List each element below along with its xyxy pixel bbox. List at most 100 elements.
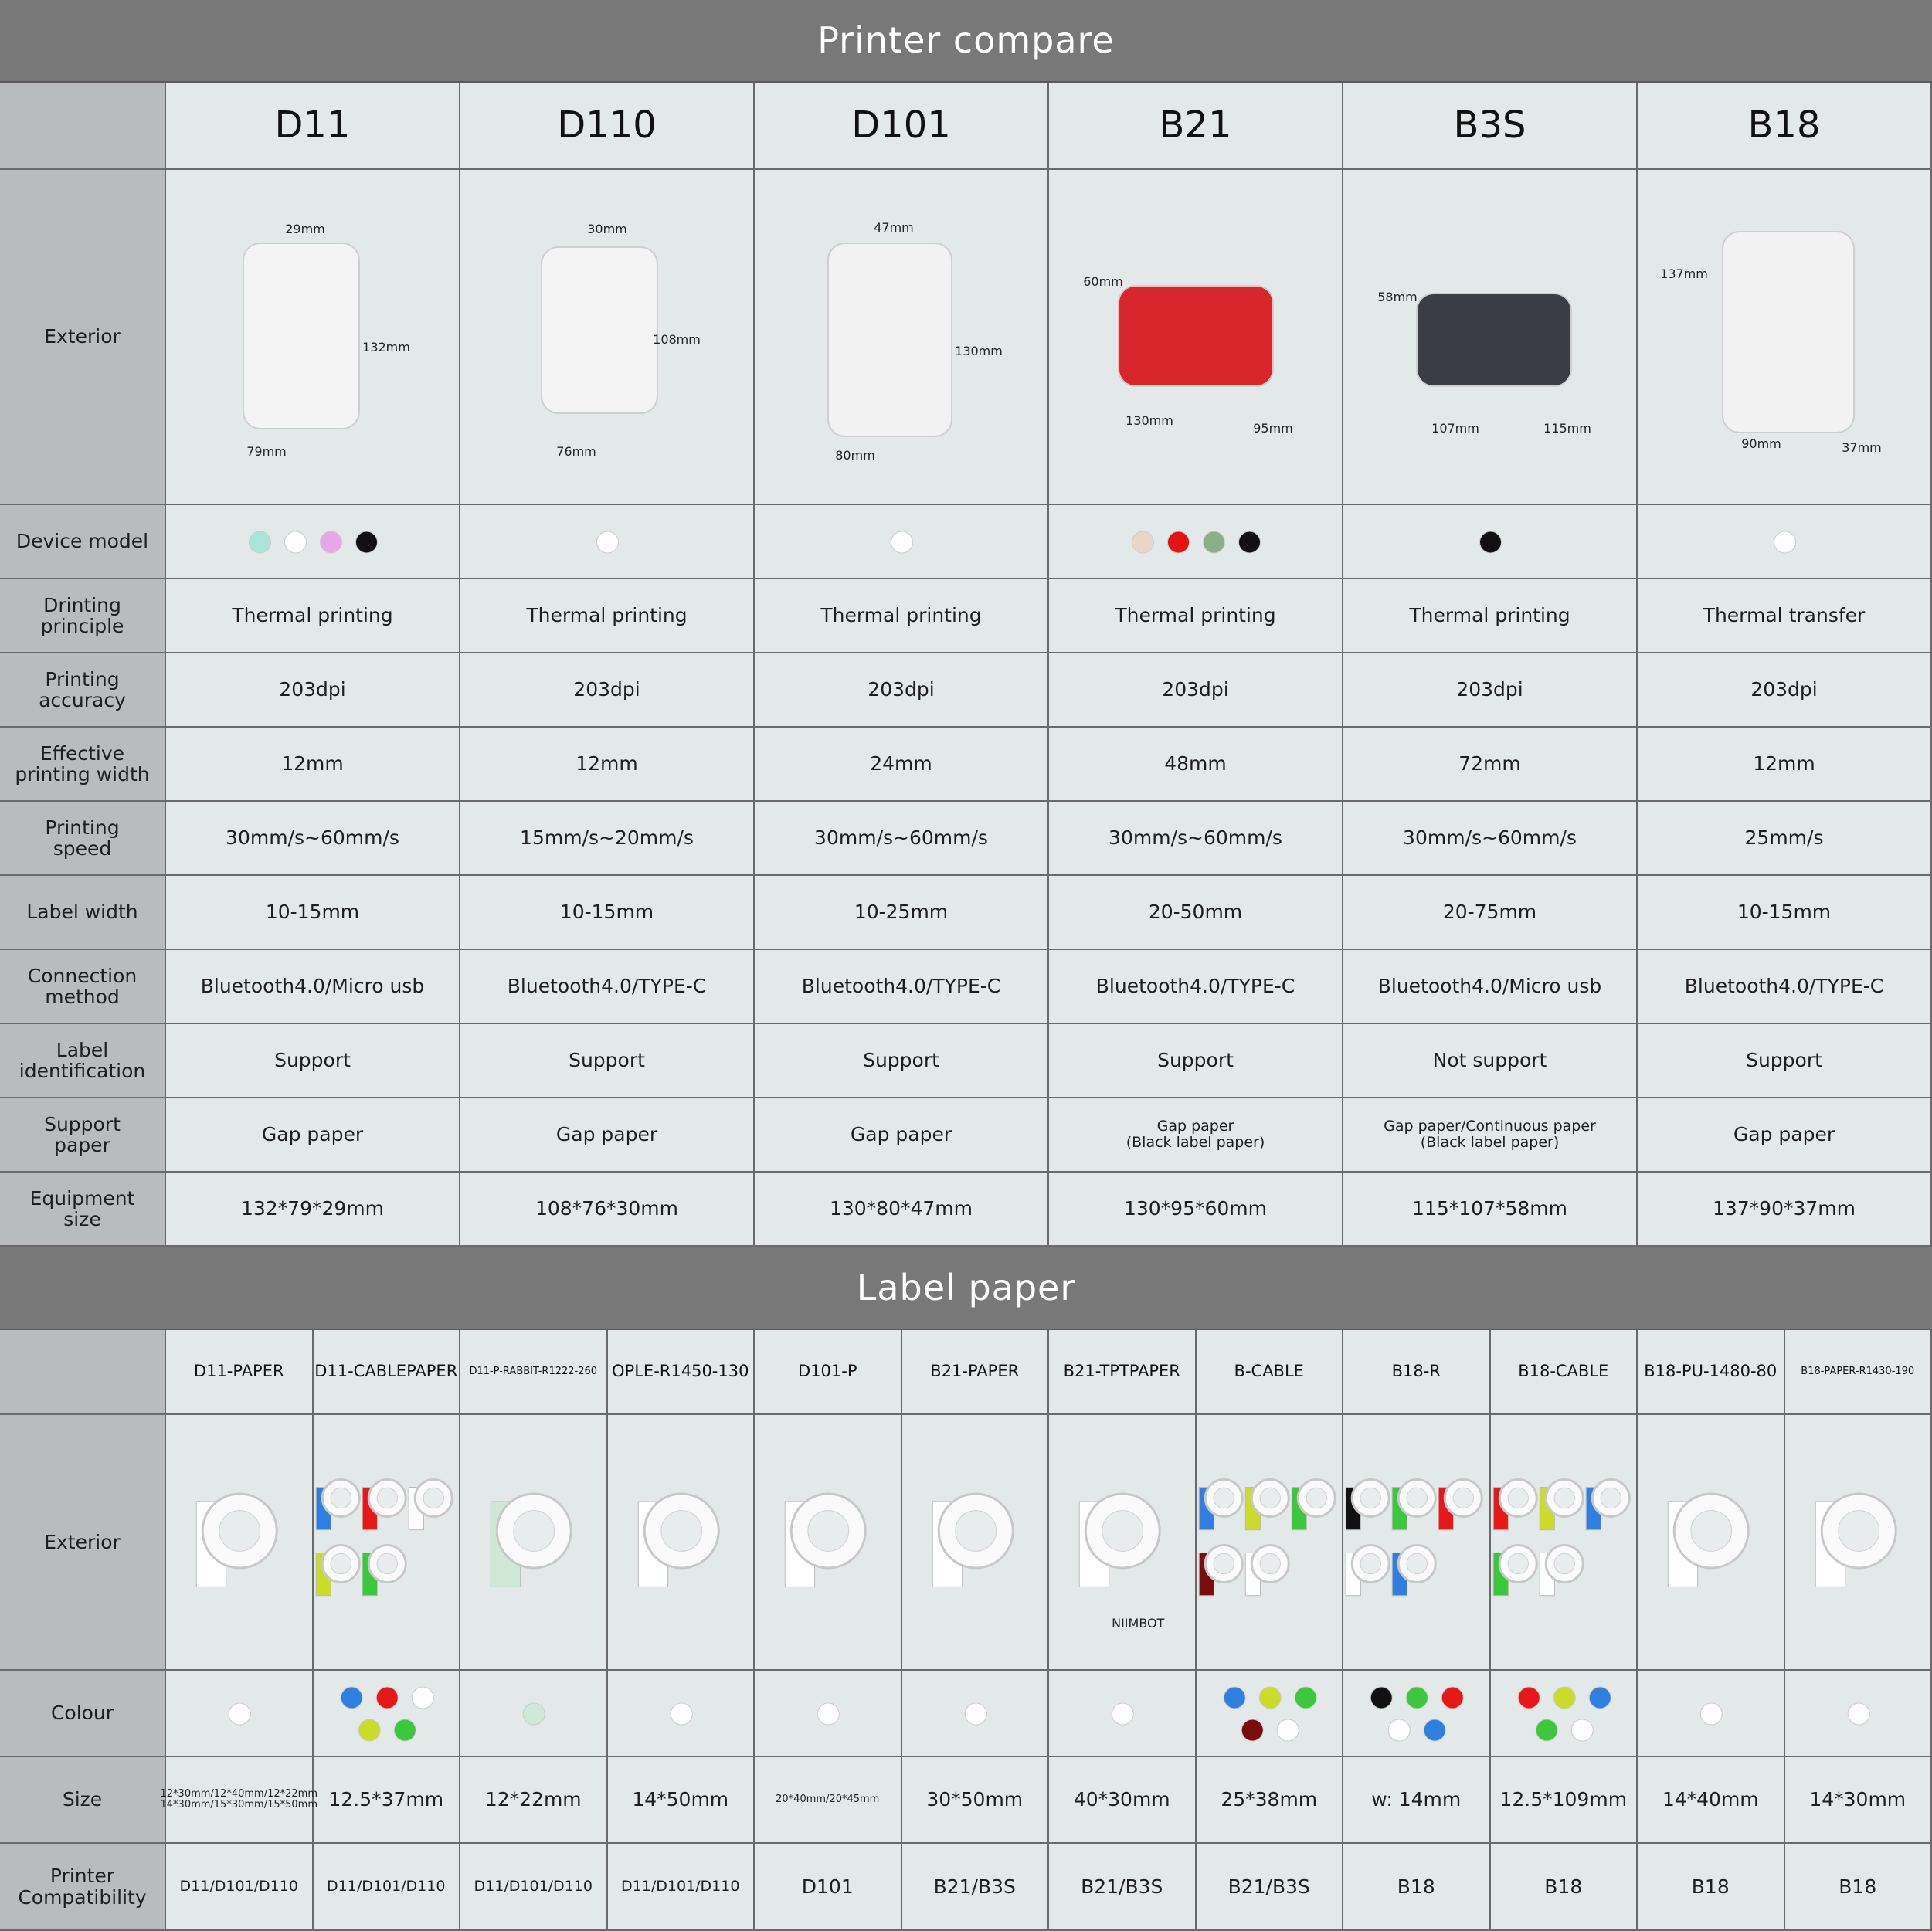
illustration (637, 1492, 720, 1587)
color-cell (1638, 1671, 1785, 1757)
spec-value: Support (1049, 1024, 1343, 1098)
illustration (817, 1702, 840, 1726)
illustration (1370, 1686, 1464, 1742)
printer-compat: D101 (755, 1844, 902, 1931)
paper-size: 30*50mm (901, 1757, 1049, 1844)
illustration (784, 1492, 867, 1587)
color-dot (1203, 531, 1225, 554)
printer-compat: D11/D101/D110 (313, 1844, 460, 1931)
spec-value: 203dpi (1638, 653, 1932, 728)
color-dot (284, 531, 307, 554)
label-roll-core (1507, 1553, 1529, 1575)
color-cell (755, 1671, 902, 1757)
color-cell (313, 1671, 460, 1757)
spec-value: Thermal printing (460, 579, 755, 653)
illustration (964, 1702, 987, 1726)
paper-size: 12*30mm/12*40mm/12*22mm 14*30mm/15*30mm/… (161, 1757, 317, 1844)
spec-value: 203dpi (166, 653, 460, 728)
illustration: 60mm 130mm 95mm (1083, 274, 1293, 436)
image-text: NIIMBOT (1112, 1616, 1165, 1631)
paper-name: D11-PAPER (166, 1330, 314, 1415)
label-roll-core (1553, 1487, 1575, 1509)
spec-value: Gap paper (Black label paper) (1049, 1098, 1343, 1173)
paper-size: 40*30mm (1049, 1757, 1197, 1844)
label-roll-core (1690, 1510, 1733, 1552)
corner-cell (0, 1330, 166, 1415)
illustration (596, 531, 619, 554)
illustration (1815, 1492, 1897, 1587)
printer-body (541, 246, 658, 414)
exterior-cell: 137mm 90mm 37mm (1638, 170, 1932, 505)
illustration (340, 1686, 434, 1742)
spec-value: 203dpi (460, 653, 755, 728)
paper-name: D11-P-RABBIT-R1222-260 (460, 1330, 608, 1415)
color-dot (1570, 1719, 1594, 1742)
color-dot (596, 531, 619, 554)
spec-value: 24mm (755, 728, 1049, 802)
printer-compat: D11/D101/D110 (607, 1844, 755, 1931)
printer-compat: B21/B3S (1049, 1844, 1197, 1931)
color-dot (1847, 1702, 1870, 1726)
color-dot (1405, 1686, 1428, 1709)
spec-value: 30mm/s~60mm/s (1343, 802, 1638, 876)
row-label: Printing accuracy (0, 653, 166, 728)
illustration: 30mm 108mm 76mm (541, 222, 701, 459)
spec-value: Bluetooth4.0/TYPE-C (755, 950, 1049, 1024)
printer-compat: B18 (1784, 1844, 1932, 1931)
color-dot (320, 531, 342, 554)
section-title: Label paper (0, 1247, 1932, 1330)
dimension-label: 60mm (1083, 274, 1123, 289)
exterior-cell: 29mm 132mm 79mm (166, 170, 460, 505)
printer-compat: D11/D101/D110 (460, 1844, 608, 1931)
paper-size: 14*30mm (1784, 1757, 1932, 1844)
color-dot (340, 1686, 363, 1709)
exterior-cell (313, 1415, 460, 1671)
dimension-label: 80mm (835, 448, 875, 463)
exterior-cell (1490, 1415, 1638, 1671)
spec-value: Not support (1343, 1024, 1638, 1098)
color-cell (755, 505, 1049, 579)
illustration (1111, 1702, 1134, 1726)
color-cell (1049, 1671, 1197, 1757)
spec-value: 12mm (166, 728, 460, 802)
color-dot (1699, 1702, 1723, 1726)
color-cell (1784, 1671, 1932, 1757)
dimension-label: 130mm (955, 344, 1003, 358)
color-dot (1553, 1686, 1576, 1709)
paper-name: B21-PAPER (901, 1330, 1049, 1415)
illustration (522, 1702, 545, 1726)
color-dot (393, 1719, 416, 1742)
label-roll-core (219, 1510, 261, 1552)
color-dot (1238, 531, 1261, 554)
row-label: Support paper (0, 1098, 166, 1173)
color-dot (817, 1702, 840, 1726)
spec-value: Gap paper (755, 1098, 1049, 1173)
spec-value: 203dpi (1343, 653, 1638, 728)
illustration (1774, 531, 1796, 554)
illustration (249, 531, 378, 554)
section-title: Printer compare (0, 0, 1932, 83)
row-label: Exterior (0, 1415, 166, 1671)
paper-name: OPLE-R1450-130 (607, 1330, 755, 1415)
label-roll-core (1360, 1487, 1381, 1509)
row-label: Printing speed (0, 802, 166, 876)
label-roll-core (1259, 1487, 1281, 1509)
illustration (228, 1702, 251, 1726)
printer-body (1416, 293, 1572, 387)
color-cell (1343, 1671, 1491, 1757)
spec-value: 48mm (1049, 728, 1343, 802)
illustration: 137mm 90mm 37mm (1660, 231, 1882, 455)
illustration (1667, 1492, 1750, 1587)
printer-body (1118, 285, 1274, 387)
printer-name: D101 (755, 83, 1049, 170)
illustration (1847, 1702, 1870, 1726)
spec-value: Bluetooth4.0/TYPE-C (460, 950, 755, 1024)
color-dot (1167, 531, 1190, 554)
paper-name: B18-CABLE (1490, 1330, 1638, 1415)
illustration (1132, 531, 1261, 554)
spec-value: Gap paper (166, 1098, 460, 1173)
exterior-cell (1784, 1415, 1932, 1671)
spec-value: Support (166, 1024, 460, 1098)
color-cell (1049, 505, 1343, 579)
paper-name: B-CABLE (1196, 1330, 1343, 1415)
